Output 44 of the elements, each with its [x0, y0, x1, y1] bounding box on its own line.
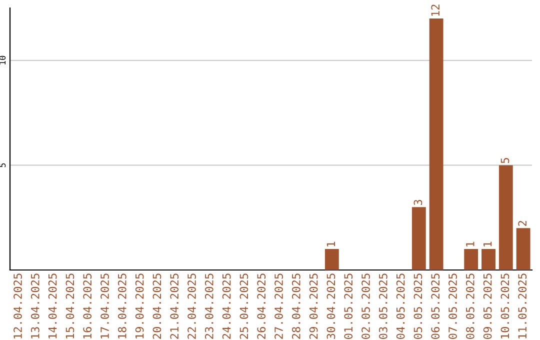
x-tick-label: 03.05.2025 [378, 274, 388, 339]
x-tick-label: 22.04.2025 [188, 274, 196, 339]
x-tick-label: 21.04.2025 [170, 274, 179, 339]
x-tick-label: 07.05.2025 [448, 274, 457, 339]
x-tick-label: 20.04.2025 [152, 274, 162, 339]
x-tick-label: 01.05.2025 [344, 274, 353, 339]
x-tick-label: 25.04.2025 [240, 274, 248, 339]
x-tick-label: 15.04.2025 [66, 274, 74, 338]
x-tick-label: 19.04.2025 [135, 274, 144, 338]
x-tick-label: 06.05.2025 [431, 274, 440, 339]
x-tick-label: 10.05.2025 [500, 274, 510, 338]
bar [516, 228, 530, 270]
bar [498, 165, 513, 270]
data-label: 1 [326, 242, 335, 246]
x-tick-label: 09.05.2025 [483, 274, 492, 339]
data-label: 12 [431, 4, 440, 16]
x-tick-label: 28.04.2025 [292, 274, 300, 339]
x-tick-label: 18.04.2025 [118, 274, 126, 338]
x-tick-label: 08.05.2025 [466, 274, 474, 339]
x-tick-label: 14.04.2025 [48, 274, 57, 338]
x-tick-label: 26.04.2025 [257, 274, 266, 339]
x-tick-label: 30.04.2025 [326, 274, 336, 339]
bar [412, 207, 426, 270]
data-label: 3 [414, 200, 422, 205]
data-label: 1 [466, 242, 474, 246]
x-tick-label: 02.05.2025 [362, 274, 370, 339]
x-tick-label: 11.05.2025 [518, 274, 527, 338]
data-label: 2 [518, 220, 526, 226]
x-tick-label: 27.04.2025 [274, 274, 283, 339]
bar [324, 249, 339, 270]
x-tick-label: 23.04.2025 [204, 274, 214, 339]
bar [482, 249, 496, 270]
data-label: 1 [483, 242, 492, 246]
x-tick-label: 29.04.2025 [309, 274, 318, 339]
x-tick-label: 05.05.2025 [414, 274, 422, 339]
data-label: 5 [500, 158, 510, 164]
bar [429, 18, 444, 270]
x-tick-label: 16.04.2025 [83, 274, 92, 338]
x-tick-label: 24.04.2025 [222, 274, 231, 339]
bar [464, 249, 478, 270]
x-tick-label: 04.05.2025 [396, 274, 405, 339]
x-tick-label: 12.04.2025 [14, 274, 22, 338]
x-tick-label: 17.04.2025 [100, 274, 109, 338]
x-tick-label: 13.04.2025 [30, 274, 40, 338]
